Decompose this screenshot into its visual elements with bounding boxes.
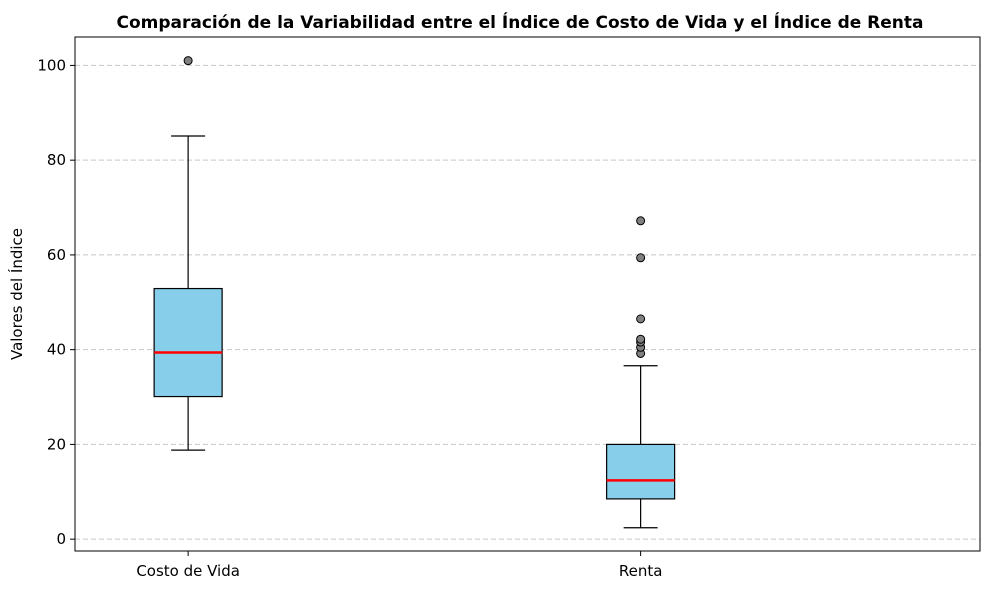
x-tick-label: Renta — [619, 562, 663, 580]
outlier-point — [183, 56, 193, 66]
y-tick-label: 20 — [47, 435, 66, 453]
chart-title: Comparación de la Variabilidad entre el … — [116, 11, 923, 33]
axis-ticks: 0 20 40 60 80 100 Costo de Vida Renta — [37, 56, 662, 580]
y-tick-label: 0 — [56, 530, 66, 548]
box-group — [153, 56, 223, 451]
y-tick-label: 40 — [47, 341, 66, 359]
grid-lines — [75, 64, 980, 540]
outlier-point — [636, 216, 646, 226]
y-tick-label: 80 — [47, 151, 66, 169]
outlier-point — [636, 314, 646, 324]
outlier-point — [636, 334, 646, 344]
iqr-box — [153, 287, 223, 398]
outlier-point — [636, 253, 646, 263]
y-tick-label: 60 — [47, 246, 66, 264]
y-tick-label: 100 — [37, 56, 66, 74]
y-axis-label: Valores del Índice — [7, 228, 26, 360]
axes-frame — [74, 36, 981, 552]
box-group — [606, 216, 676, 529]
plot-area — [153, 56, 676, 529]
iqr-box — [606, 443, 676, 500]
x-tick-label: Costo de Vida — [136, 562, 240, 580]
